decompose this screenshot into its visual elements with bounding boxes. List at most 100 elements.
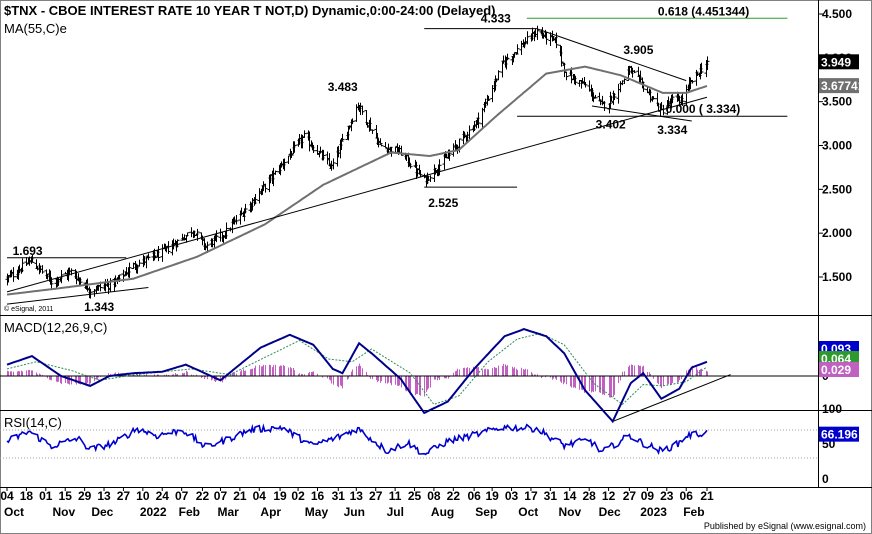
rsi-reference-lines bbox=[0, 429, 818, 459]
x-month-label: Feb bbox=[179, 505, 200, 519]
ohlc-bar bbox=[321, 149, 326, 161]
ohlc-bar bbox=[340, 133, 345, 142]
price-axis-tags: 3.949 3.67741 bbox=[819, 54, 865, 94]
ohlc-bar bbox=[616, 83, 621, 104]
ohlc-bar bbox=[160, 244, 165, 262]
axis-value-tag: 0.029 bbox=[819, 362, 859, 377]
rsi-tick-label: 0 bbox=[822, 472, 829, 486]
price-tick-label: 4.500 bbox=[822, 7, 852, 21]
ohlc-bar bbox=[243, 203, 248, 214]
x-day-label: 31 bbox=[332, 489, 346, 503]
x-month-label: Dec bbox=[91, 505, 113, 519]
ohlc-bar bbox=[263, 183, 268, 193]
ohlc-bar bbox=[467, 125, 472, 140]
ohlc-bar bbox=[273, 170, 278, 175]
x-day-label: 19 bbox=[273, 489, 287, 503]
macd-legend: MACD(12,26,9,C) bbox=[4, 320, 107, 335]
ohlc-bar bbox=[339, 137, 344, 151]
x-day-label: 12 bbox=[602, 489, 616, 503]
axis-value-tag: 3.949 bbox=[819, 54, 859, 70]
svg-text:66.196: 66.196 bbox=[821, 428, 858, 442]
x-day-label: 07 bbox=[175, 489, 189, 503]
price-tick-label: 2.500 bbox=[822, 182, 852, 196]
x-day-label: 29 bbox=[78, 489, 92, 503]
ohlc-bar bbox=[286, 155, 291, 164]
ohlc-bar bbox=[175, 239, 180, 248]
macd-signal-line bbox=[6, 332, 708, 406]
ohlc-bar bbox=[428, 175, 433, 183]
price-annotation-label: 1.693 bbox=[13, 244, 43, 258]
ohlc-bar bbox=[185, 232, 190, 237]
x-day-label: 28 bbox=[582, 489, 596, 503]
ohlc-bar bbox=[360, 105, 365, 115]
x-month-label: Jun bbox=[344, 505, 365, 519]
price-pane: 4.333 3.905 3.483 3.402 3.334 2.525 1.693 1.343… bbox=[4, 3, 865, 314]
ohlc-bar bbox=[156, 245, 161, 262]
price-tick-label: 2.000 bbox=[822, 226, 852, 240]
ohlc-bar bbox=[486, 95, 491, 101]
ohlc-bar bbox=[331, 158, 336, 170]
ohlc-bar bbox=[88, 288, 93, 299]
ohlc-bar bbox=[598, 99, 603, 106]
x-day-label: 10 bbox=[136, 489, 150, 503]
x-day-label: 14 bbox=[563, 489, 577, 503]
ohlc-bar bbox=[699, 62, 704, 75]
rsi-tick-label: 100 bbox=[822, 402, 842, 416]
ohlc-bar bbox=[292, 141, 297, 153]
svg-text:3.949: 3.949 bbox=[821, 55, 851, 69]
ohlc-bar bbox=[690, 80, 695, 84]
esignal-copyright: © eSignal, 2011 bbox=[4, 305, 54, 313]
x-month-label: Apr bbox=[260, 505, 281, 519]
axis-value-tag: 66.196 bbox=[819, 426, 859, 442]
ohlc-bar bbox=[311, 144, 316, 153]
x-month-label: 2023 bbox=[640, 505, 667, 519]
ohlc-bar bbox=[350, 118, 355, 125]
ohlc-bar bbox=[358, 102, 363, 115]
price-tick-label: 1.500 bbox=[822, 270, 852, 284]
ohlc-bar bbox=[379, 144, 384, 147]
x-day-label: 13 bbox=[350, 489, 364, 503]
falling-trendline bbox=[536, 28, 687, 82]
price-annotation-label: 2.525 bbox=[428, 196, 458, 210]
x-month-label: Oct bbox=[4, 505, 24, 519]
ohlc-bar bbox=[515, 44, 520, 55]
price-tick-label: 3.500 bbox=[822, 95, 852, 109]
x-month-label: Jul bbox=[387, 505, 404, 519]
ohlc-bar bbox=[573, 76, 578, 86]
x-day-label: 06 bbox=[467, 489, 481, 503]
x-month-label: Oct bbox=[518, 505, 538, 519]
ohlc-bar bbox=[24, 257, 29, 266]
price-annotation-label: 1.343 bbox=[84, 300, 114, 314]
ohlc-bar bbox=[544, 31, 549, 45]
ohlc-bar bbox=[525, 31, 530, 45]
macd-support-line bbox=[612, 374, 731, 422]
ohlc-bar bbox=[289, 150, 294, 159]
x-day-label: 27 bbox=[369, 489, 383, 503]
chart-title: $TNX - CBOE INTEREST RATE 10 YEAR T NOT,… bbox=[4, 3, 495, 18]
ohlc-bar bbox=[146, 253, 151, 261]
x-day-label: 04 bbox=[253, 489, 267, 503]
x-day-label: 02 bbox=[291, 489, 305, 503]
ohlc-bar bbox=[282, 158, 287, 171]
ohlc-bar bbox=[564, 71, 569, 81]
x-day-label: 15 bbox=[59, 489, 73, 503]
ohlc-bar bbox=[383, 141, 388, 149]
macd-trendlines bbox=[0, 374, 818, 422]
ohlc-bar bbox=[302, 130, 307, 138]
ohlc-bar bbox=[618, 81, 623, 93]
ohlc-bar bbox=[257, 188, 262, 204]
x-day-label: 17 bbox=[524, 489, 538, 503]
ohlc-bar bbox=[11, 267, 16, 282]
early-lower-line bbox=[6, 287, 149, 305]
price-annotation-label: 3.483 bbox=[328, 80, 358, 94]
x-day-label: 27 bbox=[623, 489, 637, 503]
ohlc-bar bbox=[583, 82, 588, 88]
ohlc-bar bbox=[500, 61, 505, 78]
x-day-label: 16 bbox=[311, 489, 325, 503]
ohlc-bar bbox=[378, 138, 383, 145]
ohlc-bar bbox=[632, 70, 637, 74]
ohlc-bar bbox=[40, 265, 45, 274]
x-day-label: 18 bbox=[20, 489, 34, 503]
x-month-label: Feb bbox=[683, 505, 704, 519]
ohlc-bar bbox=[651, 96, 656, 100]
